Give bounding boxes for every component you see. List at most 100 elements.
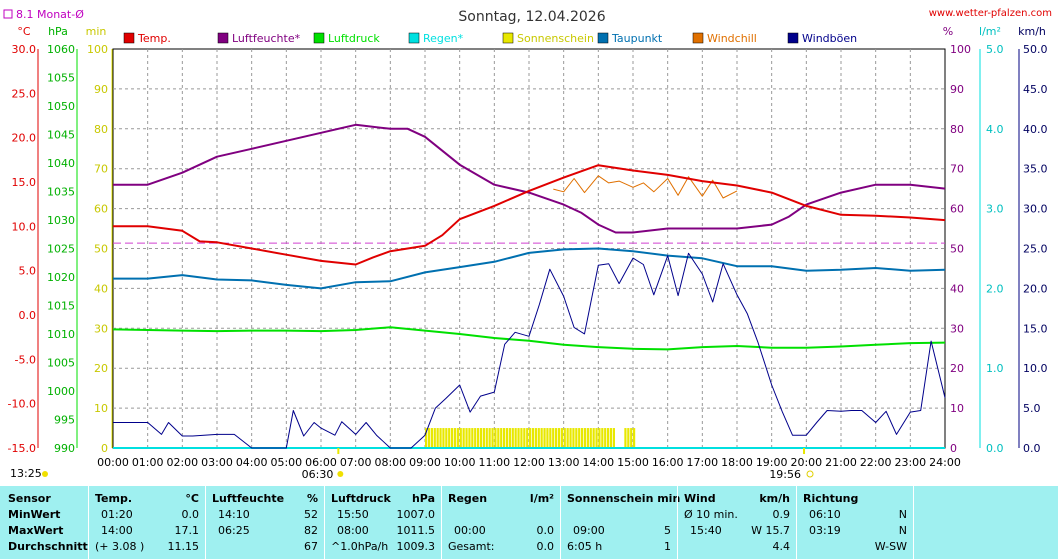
- sunshine-bar: [529, 428, 532, 448]
- sunshine-bar: [633, 428, 636, 448]
- stats-row-max: MaxWert: [8, 524, 64, 537]
- temp-min-time: 01:20: [101, 508, 133, 521]
- sunshine-bar: [439, 428, 442, 448]
- richtung-max-time: 03:19: [809, 524, 841, 537]
- sunshine-bar: [578, 428, 581, 448]
- temp-tick-label: 10.0: [12, 220, 37, 233]
- stats-col-temp: Temp. °C 01:20 0.0 14:00 17.1 (+ 3.08 ) …: [89, 486, 205, 559]
- pct-tick-label: 10: [950, 402, 964, 415]
- temp-label: Temp.: [95, 492, 133, 505]
- x-tick-label: 21:00: [825, 456, 857, 469]
- legend-label: Windböen: [802, 32, 857, 45]
- wind-tick-label: 50.0: [1023, 43, 1048, 56]
- x-tick-label: 20:00: [790, 456, 822, 469]
- min-tick-label: 60: [94, 203, 108, 216]
- sonne-avg-val: 1: [664, 540, 671, 553]
- sunshine-bar: [474, 428, 477, 448]
- stats-row-min: MinWert: [8, 508, 61, 521]
- series-luftdruck-line: [112, 326, 946, 351]
- current-time-label: 13:25: [10, 467, 42, 480]
- feuchte-avg-val: 67: [304, 540, 318, 553]
- wind-min-val: 0.9: [772, 508, 791, 521]
- stats-row-avg: Durchschnitt: [8, 540, 88, 553]
- feuchte-max-time: 06:25: [218, 524, 250, 537]
- temp-tick-label: 25.0: [12, 87, 37, 100]
- rain-tick-label: 0.0: [986, 442, 1004, 455]
- min-tick-label: 10: [94, 402, 108, 415]
- stats-col-richtung: Richtung 06:10 N 03:19 N W-SW: [797, 486, 913, 559]
- legend-swatch: [313, 32, 325, 44]
- sunshine-bar: [589, 428, 592, 448]
- legend-label: Sonnenschein: [517, 32, 594, 45]
- sunshine-bar: [526, 428, 529, 448]
- pct-tick-label: 80: [950, 123, 964, 136]
- hpa-tick-label: 1055: [47, 72, 75, 85]
- legend-swatch: [217, 32, 229, 44]
- druck-unit: hPa: [411, 492, 435, 505]
- legend-label: Temp.: [137, 32, 171, 45]
- min-axis-unit: min: [86, 25, 107, 38]
- temp-min-val: 0.0: [181, 508, 200, 521]
- wind-tick-label: 0.0: [1023, 442, 1041, 455]
- legend-label: Windchill: [707, 32, 757, 45]
- wind-axis-unit: km/h: [1018, 25, 1046, 38]
- legend-label: Luftdruck: [328, 32, 380, 45]
- hpa-tick-label: 1030: [47, 214, 75, 227]
- sunshine-bar: [453, 428, 457, 448]
- pct-tick-label: 60: [950, 203, 964, 216]
- pct-axis-unit: %: [943, 25, 953, 38]
- temp-tick-label: 0.0: [19, 309, 37, 322]
- wind-tick-label: 40.0: [1023, 123, 1048, 136]
- x-tick-label: 06:00: [305, 456, 337, 469]
- chart-title: Sonntag, 12.04.2026: [458, 9, 605, 25]
- sunshine-bar: [630, 428, 633, 448]
- feuchte-min-time: 14:10: [218, 508, 250, 521]
- hpa-tick-label: 995: [54, 414, 75, 427]
- sunshine-bar: [560, 428, 563, 448]
- sunshine-bar: [497, 428, 500, 448]
- pct-tick-label: 20: [950, 362, 964, 375]
- druck-label: Luftdruck: [331, 492, 391, 505]
- x-tick-label: 03:00: [201, 456, 233, 469]
- wind-label: Wind: [684, 492, 716, 505]
- x-tick-label: 08:00: [374, 456, 406, 469]
- temp-max-time: 14:00: [101, 524, 133, 537]
- regen-avg-extra: Gesamt:: [448, 540, 495, 553]
- series-temp-line: [113, 164, 946, 266]
- hpa-tick-label: 1040: [47, 157, 75, 170]
- temp-tick-label: -15.0: [8, 442, 36, 455]
- min-tick-label: 90: [94, 83, 108, 96]
- sunshine-bar: [612, 428, 615, 448]
- regen-unit: l/m²: [529, 492, 554, 505]
- sunshine-bar: [601, 428, 604, 448]
- druck-min-time: 15:50: [337, 508, 369, 521]
- monthavg-legend-label: 8.1 Monat-Ø: [16, 8, 84, 21]
- min-tick-label: 50: [94, 243, 108, 256]
- hpa-tick-label: 990: [54, 442, 75, 455]
- sunset-label: 19:56: [769, 468, 801, 481]
- sunshine-bar: [468, 428, 471, 448]
- sunshine-bar: [575, 428, 578, 448]
- sunshine-bar: [624, 428, 627, 448]
- pct-tick-label: 0: [950, 442, 957, 455]
- druck-max-val: 1011.5: [396, 524, 436, 537]
- temp-tick-label: 20.0: [12, 132, 37, 145]
- sunshine-bar: [427, 428, 431, 448]
- sunshine-bar: [534, 428, 537, 448]
- min-tick-label: 80: [94, 123, 108, 136]
- temp-tick-label: -10.0: [8, 398, 36, 411]
- series-windböen-line: [113, 252, 946, 449]
- regen-max-time: 00:00: [454, 524, 486, 537]
- richtung-max-val: N: [898, 524, 907, 537]
- rain-tick-label: 4.0: [986, 123, 1004, 136]
- sunshine-bar: [609, 428, 613, 448]
- legend-swatch: [787, 32, 799, 44]
- druck-min-val: 1007.0: [396, 508, 436, 521]
- sunshine-bar: [433, 428, 436, 448]
- monthavg-legend-icon: [3, 9, 13, 19]
- sunshine-bar: [448, 428, 451, 448]
- rain-tick-label: 5.0: [986, 43, 1004, 56]
- sunshine-bar: [604, 428, 607, 448]
- sunrise-label: 06:30: [302, 468, 334, 481]
- sunshine-bar: [517, 428, 520, 448]
